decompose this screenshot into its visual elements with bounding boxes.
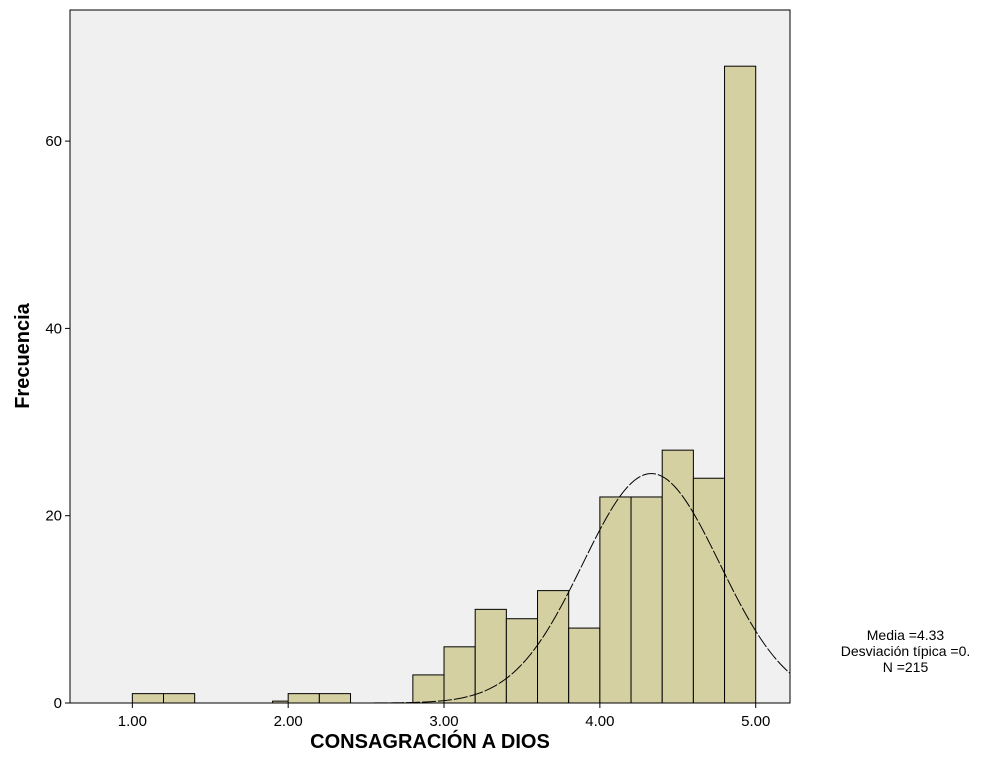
x-tick-label: 1.00: [118, 713, 147, 730]
histogram-bar: [474, 608, 507, 704]
histogram-bar: [287, 693, 320, 704]
y-tick-label: 20: [45, 508, 62, 525]
x-tick-label: 4.00: [585, 713, 614, 730]
histogram-bar: [505, 618, 539, 704]
stats-std-dev: Desviación típica =0.: [840, 643, 971, 659]
y-tick-label: 60: [45, 133, 62, 150]
histogram-bar: [131, 693, 165, 704]
normal-curve: [70, 473, 790, 703]
histogram-bar: [163, 693, 196, 704]
histogram-bars: [131, 65, 757, 704]
y-axis: 0 20 40 60: [45, 133, 70, 712]
summary-stats: Media =4.33 Desviación típica =0. N =215: [812, 627, 999, 675]
histogram-bar: [724, 65, 757, 704]
histogram-bar: [630, 496, 663, 704]
x-tick-label: 3.00: [429, 713, 458, 730]
x-axis-title: CONSAGRACIÓN A DIOS: [310, 729, 550, 753]
y-axis-title: Frecuencia: [12, 302, 34, 408]
histogram-bar: [412, 674, 445, 704]
x-tick-label: 5.00: [741, 713, 770, 730]
y-tick-label: 0: [54, 695, 62, 712]
histogram-bar: [318, 693, 352, 704]
histogram-bar: [443, 646, 476, 704]
stats-n: N =215: [882, 659, 929, 675]
histogram-bar: [692, 477, 726, 704]
x-tick-label: 2.00: [274, 713, 303, 730]
stats-mean: Media =4.33: [866, 627, 945, 643]
x-axis: 1.00 2.00 3.00 4.00 5.00: [118, 703, 770, 730]
histogram-bar: [537, 590, 570, 704]
histogram-bar: [599, 496, 632, 704]
histogram-bar: [568, 627, 601, 704]
histogram-bar: [661, 449, 694, 704]
y-tick-label: 40: [45, 320, 62, 337]
